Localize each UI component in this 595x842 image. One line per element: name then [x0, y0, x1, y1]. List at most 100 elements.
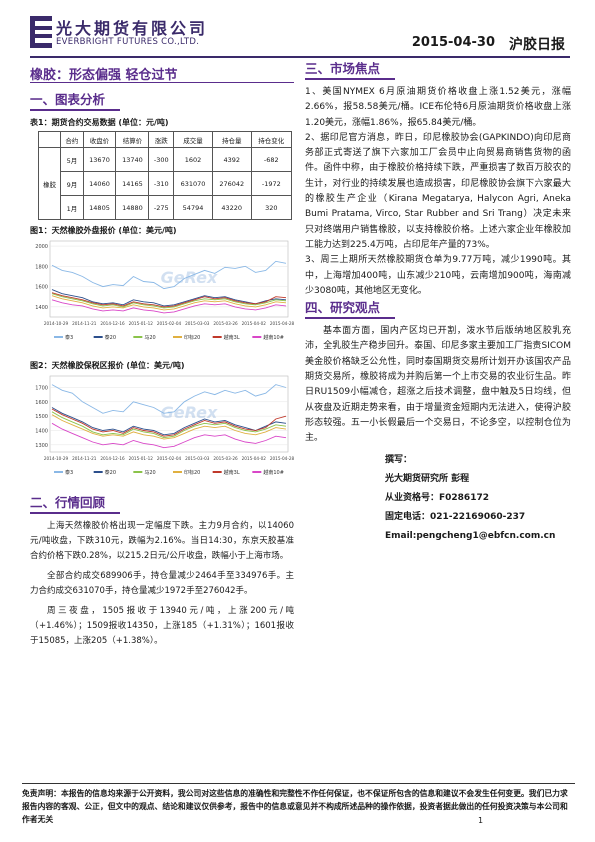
table-header-cell: 合约 — [60, 131, 84, 148]
y-tick-label: 1800 — [35, 264, 48, 270]
table-row: 9月 14060 14165 -310 631070 276042 -1972 — [39, 171, 293, 196]
market-focus-item: 3、周三上期所天然橡胶期货仓单为9.77万吨，减少1990吨。其中，上海增加40… — [305, 255, 571, 296]
plot-area — [49, 375, 289, 453]
section-title-charts: 一、图表分析 — [30, 92, 106, 107]
main-title: 橡胶：形态偏强 轻仓过节 — [30, 68, 178, 83]
table-cell: 54794 — [173, 195, 213, 220]
table-cell: -310 — [148, 171, 175, 196]
market-review-paragraph: 全部合约成交689906手，持仓量减少2464手至334976手。主力合约成交6… — [30, 571, 294, 596]
series-line — [51, 260, 287, 290]
x-tick-label: 2014-11-21 — [72, 321, 97, 326]
section-title-market-focus: 三、市场焦点 — [305, 61, 381, 76]
report-date: 2015-04-30 — [411, 35, 495, 50]
table-cell: 1602 — [173, 147, 213, 172]
disclaimer: 免责声明：本报告的信息均来源于公开资料，我公司对这些信息的准确性和完整性不作任何… — [22, 783, 575, 826]
author-block: 撰写： 光大期货研究所 彭程 从业资格号：F0286172 固定电话：021-2… — [305, 451, 571, 546]
x-tick-label: 2014-11-21 — [72, 456, 97, 461]
section-title-market-review: 二、行情回顾 — [30, 495, 106, 510]
table-header-cell — [37, 131, 62, 148]
futures-trade-table: 合约 收盘价 结算价 涨跌 成交量 持仓量 持仓变化 橡胶 5月 13670 1… — [37, 131, 293, 220]
x-tick-label: 2015-03-03 — [185, 321, 210, 326]
author-phone: 固定电话：021-22169060-237 — [385, 511, 526, 522]
x-tick-label: 2015-02-04 — [157, 456, 182, 461]
table-cell: 14165 — [115, 171, 150, 196]
x-tick-label: 2015-01-12 — [129, 456, 154, 461]
x-tick-label: 2015-04-28 — [270, 456, 294, 461]
x-tick-label: 2014-10-29 — [44, 321, 69, 326]
series-line — [51, 384, 287, 414]
chart2-caption: 图2：天然橡胶保税区报价 (单位：美元/吨) — [30, 361, 185, 370]
series-line — [51, 293, 287, 309]
table-cell: -1972 — [250, 171, 293, 196]
series-line — [51, 292, 287, 308]
table-header-cell: 持仓变化 — [250, 131, 293, 148]
chart-external-quotes: 2000 1800 1600 1400 GeRex 2014-10-29 2014-11-2… — [30, 237, 294, 355]
page-header: 光大期货有限公司 EVERBRIGHT FUTURES CO.,LTD. 201… — [0, 0, 595, 58]
chart1-caption: 图1：天然橡胶外盘报价 (单位：美元/吨) — [30, 226, 177, 235]
table-cell: 5月 — [60, 147, 84, 172]
table-header-row: 合约 收盘价 结算价 涨跌 成交量 持仓量 持仓变化 — [37, 131, 293, 148]
y-tick-label: 1600 — [35, 400, 48, 406]
x-tick-label: 2015-04-02 — [242, 321, 267, 326]
table-header-cell: 持仓量 — [211, 131, 252, 148]
chart-watermark: GeRex — [161, 403, 218, 422]
x-tick-label: 2015-01-12 — [129, 321, 154, 326]
x-tick-label: 2014-12-16 — [100, 321, 125, 326]
table-cell: 1月 — [60, 195, 84, 220]
x-tick-label: 2015-04-02 — [242, 456, 267, 461]
market-focus-item: 1、美国NYMEX 6月原油期货价格收盘上涨1.52美元，涨幅2.66%，报58… — [305, 87, 571, 128]
table-header-cell: 成交量 — [173, 131, 213, 148]
section-divider — [30, 109, 120, 111]
market-review-paragraph: 上海天然橡胶价格出现一定幅度下跌。主力9月合约，以14060元/吨收盘，下跌31… — [30, 521, 294, 561]
series-line — [51, 295, 287, 311]
company-name-cn: 光大期货有限公司 — [56, 19, 209, 38]
table-cell: -300 — [148, 147, 175, 172]
table-cell: 14060 — [82, 171, 117, 196]
y-tick-label: 1500 — [35, 414, 48, 420]
legend-label: 马20 — [144, 469, 155, 476]
company-name-en: EVERBRIGHT FUTURES CO.,LTD. — [56, 37, 200, 47]
table-cell: 14805 — [82, 195, 117, 220]
x-tick-label: 2015-03-03 — [185, 456, 210, 461]
table-cell: -682 — [250, 147, 293, 172]
table-header-cell: 收盘价 — [82, 131, 117, 148]
x-tick-label: 2015-02-04 — [157, 321, 182, 326]
market-focus-item: 2、据印尼官方消息，昨日，印尼橡胶协会(GAPKINDO)向印尼商务部正式寄送了… — [305, 132, 571, 250]
section-divider — [305, 317, 395, 320]
author-name: 光大期货研究所 彭程 — [385, 473, 470, 484]
market-review-paragraph: 周三夜盘，1505报收于13940元/吨，上涨200元/吨（+1.46%）；15… — [30, 606, 294, 646]
table-cell: 276042 — [211, 171, 252, 196]
x-tick-label: 2015-03-26 — [213, 321, 238, 326]
right-column: 三、市场焦点 1、美国NYMEX 6月原油期货价格收盘上涨1.52美元，涨幅2.… — [305, 60, 571, 546]
chart-watermark: GeRex — [161, 268, 218, 287]
y-tick-label: 2000 — [35, 244, 48, 250]
y-tick-label: 1700 — [35, 385, 48, 391]
legend-label: 越南3L — [224, 469, 240, 476]
table-product-cell: 橡胶 — [37, 147, 62, 220]
table-row: 1月 14805 14880 -275 54794 43220 320 — [39, 195, 293, 220]
series-line — [51, 411, 287, 439]
author-label: 撰写： — [385, 454, 413, 465]
company-logo-icon — [30, 16, 52, 48]
header-divider — [30, 56, 570, 58]
table-cell: 13670 — [82, 147, 117, 172]
table-cell: 14880 — [115, 195, 150, 220]
table-row: 橡胶 5月 13670 13740 -300 1602 4392 -682 — [37, 147, 293, 220]
series-line — [51, 289, 287, 307]
legend-label: 越南3L — [224, 334, 240, 341]
author-email: Email:pengcheng1@ebfcn.com.cn — [385, 530, 556, 541]
chart-bonded-quotes: 1700 1600 1500 1400 1300 GeRex 2014-10-29 2014-… — [30, 372, 294, 490]
table-cell: 631070 — [173, 171, 213, 196]
main-title-divider — [30, 82, 294, 83]
series-line — [51, 422, 287, 449]
x-tick-label: 2015-04-28 — [270, 321, 294, 326]
series-line — [51, 299, 287, 314]
table-header-cell: 结算价 — [115, 131, 150, 148]
section-title-research-view: 四、研究观点 — [305, 300, 381, 316]
legend-label: 越南10# — [263, 334, 284, 341]
y-tick-label: 1600 — [35, 285, 48, 291]
y-tick-label: 1400 — [35, 428, 48, 434]
table-cell: 4392 — [211, 147, 252, 172]
series-line — [51, 408, 287, 437]
